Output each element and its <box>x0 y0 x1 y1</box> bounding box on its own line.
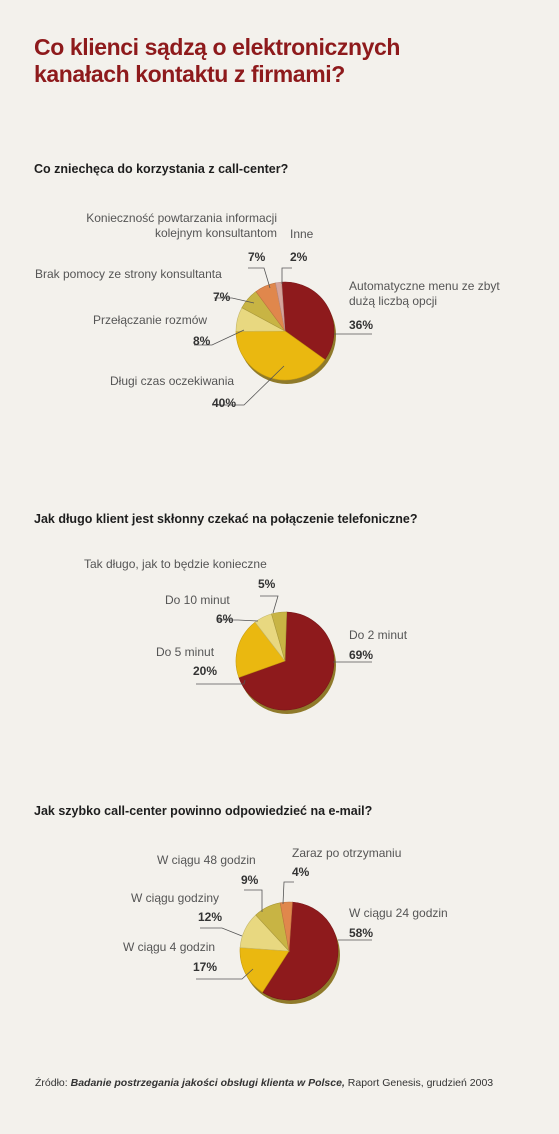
chart-3-value-godziny: 12% <box>198 910 223 924</box>
chart-3-title: Jak szybko call-center powinno odpowiedz… <box>34 804 373 818</box>
chart-2-leader-3 <box>260 595 279 614</box>
chart-2-label-do-10: Do 10 minut <box>165 593 230 607</box>
chart-1-title: Co zniechęca do korzystania z call-cente… <box>34 162 289 176</box>
chart-2-leader-1 <box>196 679 246 685</box>
chart-2-label-do-2: Do 2 minut <box>349 628 408 642</box>
chart-1-label-inne: Inne <box>290 227 314 241</box>
chart-1-value-dlugi-czas: 40% <box>212 396 237 410</box>
chart-3-leader-3 <box>244 889 263 912</box>
chart-3-slice-1 <box>239 947 290 993</box>
chart-1-leader-1 <box>212 365 285 406</box>
chart-1-slice-0 <box>281 281 335 360</box>
chart-1-slice-5 <box>275 281 286 332</box>
chart-2-label-tak-dlugo: Tak długo, jak to będzie konieczne <box>84 557 267 571</box>
chart-1-label-dlugi-czas: Długi czas oczekiwania <box>110 374 235 388</box>
chart-3-value-4: 17% <box>193 960 218 974</box>
chart-3-value-24: 58% <box>349 926 374 940</box>
chart-2-value-do-2: 69% <box>349 648 374 662</box>
chart-1-value-powtarzanie: 7% <box>248 250 266 264</box>
chart-1-label-przelaczanie: Przełączanie rozmów <box>93 313 208 327</box>
chart-2-leader-2 <box>218 619 259 622</box>
chart-3-slice-0 <box>262 901 339 1001</box>
chart-3-label-godziny: W ciągu godziny <box>131 891 220 905</box>
chart-1-value-brak-pomocy: 7% <box>213 290 231 304</box>
chart-3-value-48: 9% <box>241 873 259 887</box>
chart-2-value-do-5: 20% <box>193 664 218 678</box>
chart-3-leader-2 <box>200 927 243 937</box>
source-study-title: Badanie postrzegania jakości obsługi kli… <box>70 1077 345 1089</box>
chart-2-value-tak-dlugo: 5% <box>258 577 276 591</box>
chart-1-leader-3 <box>214 297 255 304</box>
page-title: Co klienci sądzą o elektronicznych kanał… <box>34 34 401 87</box>
chart-3-label-48: W ciągu 48 godzin <box>157 853 256 867</box>
chart-3-value-zaraz: 4% <box>292 865 310 879</box>
chart-2-label-do-5: Do 5 minut <box>156 645 215 659</box>
chart-3-leader-4 <box>282 881 294 905</box>
chart-1-leader-5 <box>281 267 292 284</box>
chart-1-label-automatyczne: Automatyczne menu ze zbyt dużą liczbą op… <box>349 279 500 308</box>
chart-3-slice-4 <box>279 901 293 952</box>
chart-3-leader-1 <box>196 968 254 980</box>
source-prefix: Źródło: <box>35 1077 71 1089</box>
chart-2-slice-3 <box>271 611 288 662</box>
chart-1-label-brak-pomocy: Brak pomocy ze strony konsultanta <box>35 267 222 281</box>
chart-1-leader-2 <box>194 329 245 346</box>
chart-1-label-powtarzanie: Konieczność powtarzania informacji kolejn… <box>63 211 277 241</box>
chart-2-slice-0 <box>238 611 335 711</box>
chart-2-title: Jak długo klient jest skłonny czekać na … <box>34 512 418 526</box>
chart-1-value-automatyczne: 36% <box>349 318 374 332</box>
chart-2-slice-1 <box>235 621 286 678</box>
chart-1-slice-1 <box>235 330 326 381</box>
chart-2-value-do-10: 6% <box>216 612 234 626</box>
chart-1-value-inne: 2% <box>290 250 308 264</box>
chart-3-label-zaraz: Zaraz po otrzymaniu <box>292 846 402 860</box>
chart-1-label-powtarzanie-text: Konieczność powtarzania informacji kolejn… <box>86 211 277 240</box>
source-suffix: Raport Genesis, grudzień 2003 <box>344 1077 494 1089</box>
chart-1-value-przelaczanie: 8% <box>193 334 211 348</box>
chart-1-leader-4 <box>248 267 271 289</box>
chart-3-label-4: W ciągu 4 godzin <box>123 940 216 954</box>
chart-3-label-24: W ciągu 24 godzin <box>349 906 448 920</box>
source-note: Źródło: Badanie postrzegania jakości obs… <box>35 1077 493 1089</box>
